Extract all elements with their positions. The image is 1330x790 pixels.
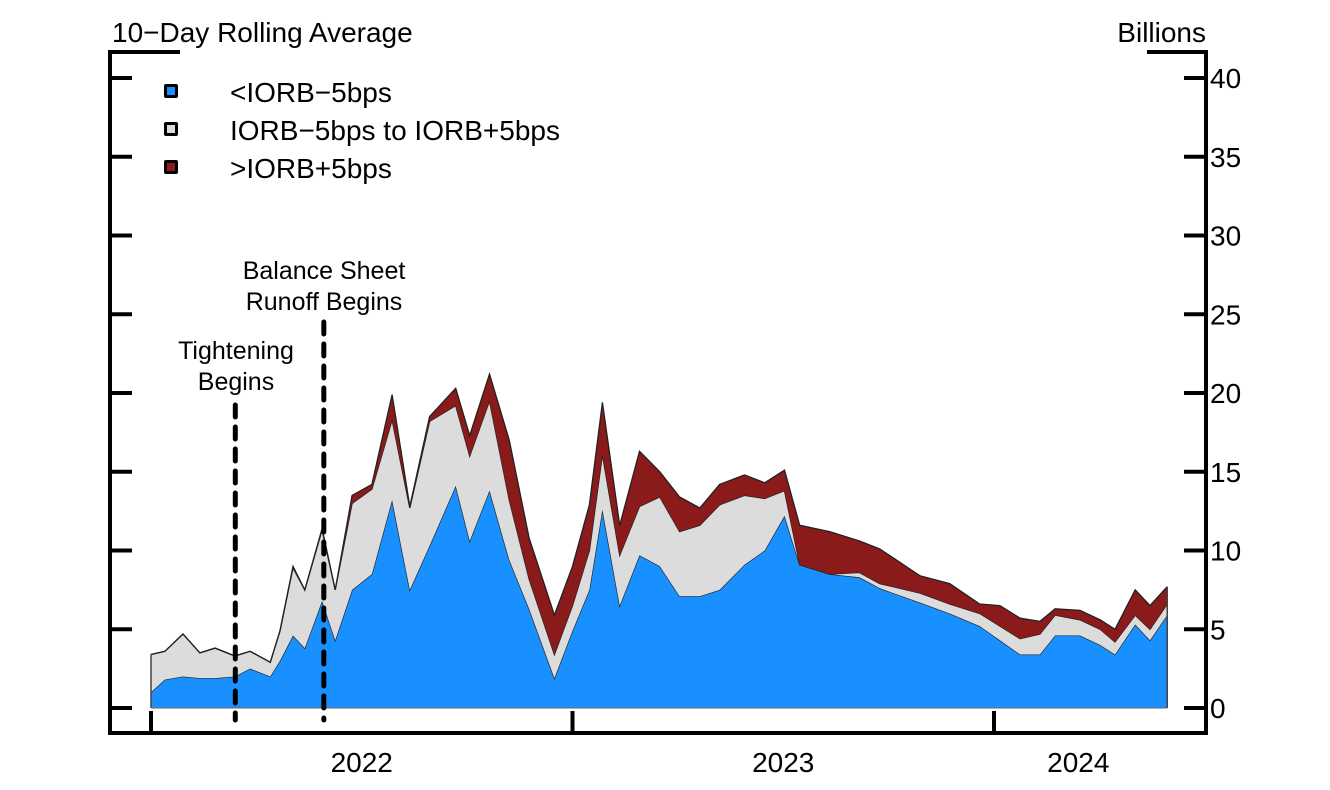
area-above-iorb-plus-5-outline: [150, 371, 1168, 664]
legend-item: >IORB+5bps: [164, 153, 392, 184]
annotation-label-2: Balance Sheet: [243, 257, 406, 285]
y-tick-label: 25: [1210, 299, 1241, 330]
x-tick-label: 2022: [331, 747, 393, 778]
y-axis-unit-label: Billions: [1117, 17, 1206, 48]
annotation-label-2: Runoff Begins: [246, 288, 403, 316]
legend-swatch: [167, 163, 175, 171]
annotation-lines: [232, 319, 327, 723]
legend-swatch: [167, 125, 175, 133]
annotation-label-1: Begins: [198, 368, 274, 396]
x-axis: 2022 2023 2024: [149, 711, 1109, 778]
area-layers: [150, 371, 1168, 709]
area-above-iorb-plus-5: [151, 374, 1168, 663]
x-tick-label: 2024: [1047, 747, 1109, 778]
legend-label: >IORB+5bps: [230, 153, 392, 184]
y-tick-label: 0: [1210, 693, 1226, 724]
annotations: Tightening Begins Balance Sheet Runoff Begi…: [178, 257, 405, 396]
legend: <IORB−5bps IORB−5bps to IORB+5bps >IORB+5b…: [164, 77, 560, 184]
y-tick-label: 20: [1210, 378, 1241, 409]
y-tick-label: 10: [1210, 536, 1241, 567]
chart-title-left: 10−Day Rolling Average: [112, 17, 413, 48]
legend-item: IORB−5bps to IORB+5bps: [164, 115, 560, 146]
legend-label: <IORB−5bps: [230, 77, 392, 108]
y-tick-label: 40: [1210, 63, 1241, 94]
legend-item: <IORB−5bps: [164, 77, 392, 108]
y-tick-label: 15: [1210, 457, 1241, 488]
y-axis: 0 5 10 15 20 25 30 35 40: [110, 63, 1241, 724]
y-tick-label: 5: [1210, 614, 1226, 645]
legend-label: IORB−5bps to IORB+5bps: [230, 115, 560, 146]
legend-swatch: [167, 87, 175, 95]
y-tick-label: 35: [1210, 142, 1241, 173]
annotation-label-1: Tightening: [178, 337, 294, 365]
area-below-iorb-minus-5: [151, 485, 1168, 708]
area-within-iorb-band: [151, 400, 1168, 693]
x-tick-label: 2023: [752, 747, 814, 778]
y-tick-label: 30: [1210, 221, 1241, 252]
